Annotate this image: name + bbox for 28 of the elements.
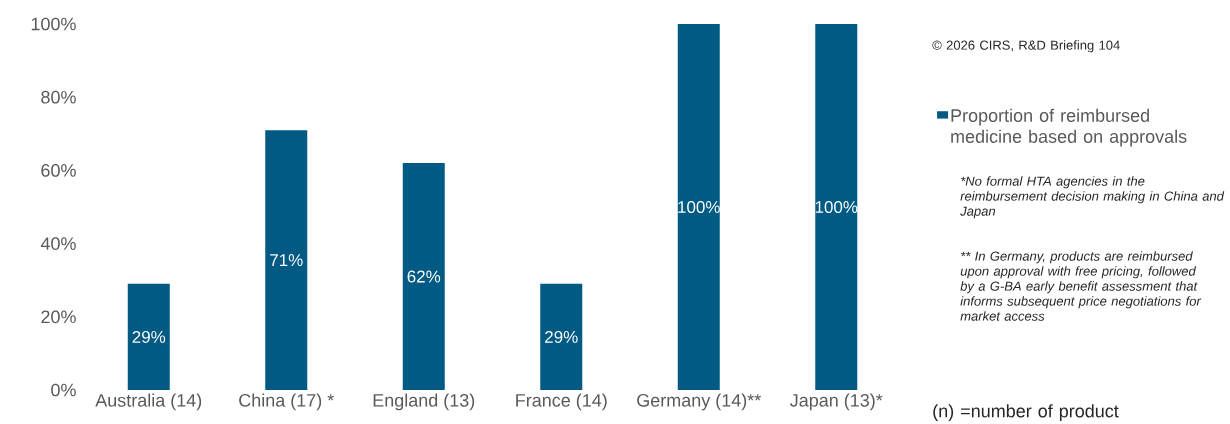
legend-label: Proportion of reimbursed medicine based on approvals: [951, 108, 1187, 147]
x-tick-label: China (17) *: [239, 393, 334, 411]
bar: [815, 24, 858, 390]
x-tick-label: Germany (14)**: [637, 393, 761, 411]
x-tick-label: England (13): [373, 393, 475, 411]
bar: [127, 283, 170, 390]
text: © 2026 CIRS, R&D Briefing 104: [932, 40, 1120, 53]
y-tick-label: 40%: [40, 237, 76, 250]
x-tick-label: Japan (13)*: [790, 393, 883, 411]
x-tick-label: Australia (14): [95, 393, 202, 411]
data-label: 29%: [545, 330, 578, 343]
y-tick-label: 0%: [51, 383, 76, 397]
x-tick-label: France (14): [516, 393, 607, 411]
text: *No formal HTA agencies in the reimbursement decision making in China and Japan: [960, 176, 1225, 219]
y-tick-label: 60%: [41, 164, 76, 177]
data-label: 100%: [678, 200, 720, 214]
bar: [402, 163, 445, 390]
y-tick-label: 80%: [41, 90, 76, 104]
bar: [265, 130, 308, 390]
y-tick-label: 20%: [41, 310, 76, 324]
text: (n) =number of product: [933, 404, 1119, 421]
bar: [677, 24, 720, 390]
text: ** In Germany, products are reimbursed upon approval with free pricing, followed by a G-BA early benefit assessment that informs subsequent price negotiations for market access: [960, 251, 1202, 321]
bar: [540, 283, 583, 390]
data-label: 62%: [407, 270, 441, 283]
data-label: 29%: [132, 330, 166, 343]
data-label: 71%: [270, 254, 303, 267]
y-tick-label: 100%: [31, 17, 76, 31]
